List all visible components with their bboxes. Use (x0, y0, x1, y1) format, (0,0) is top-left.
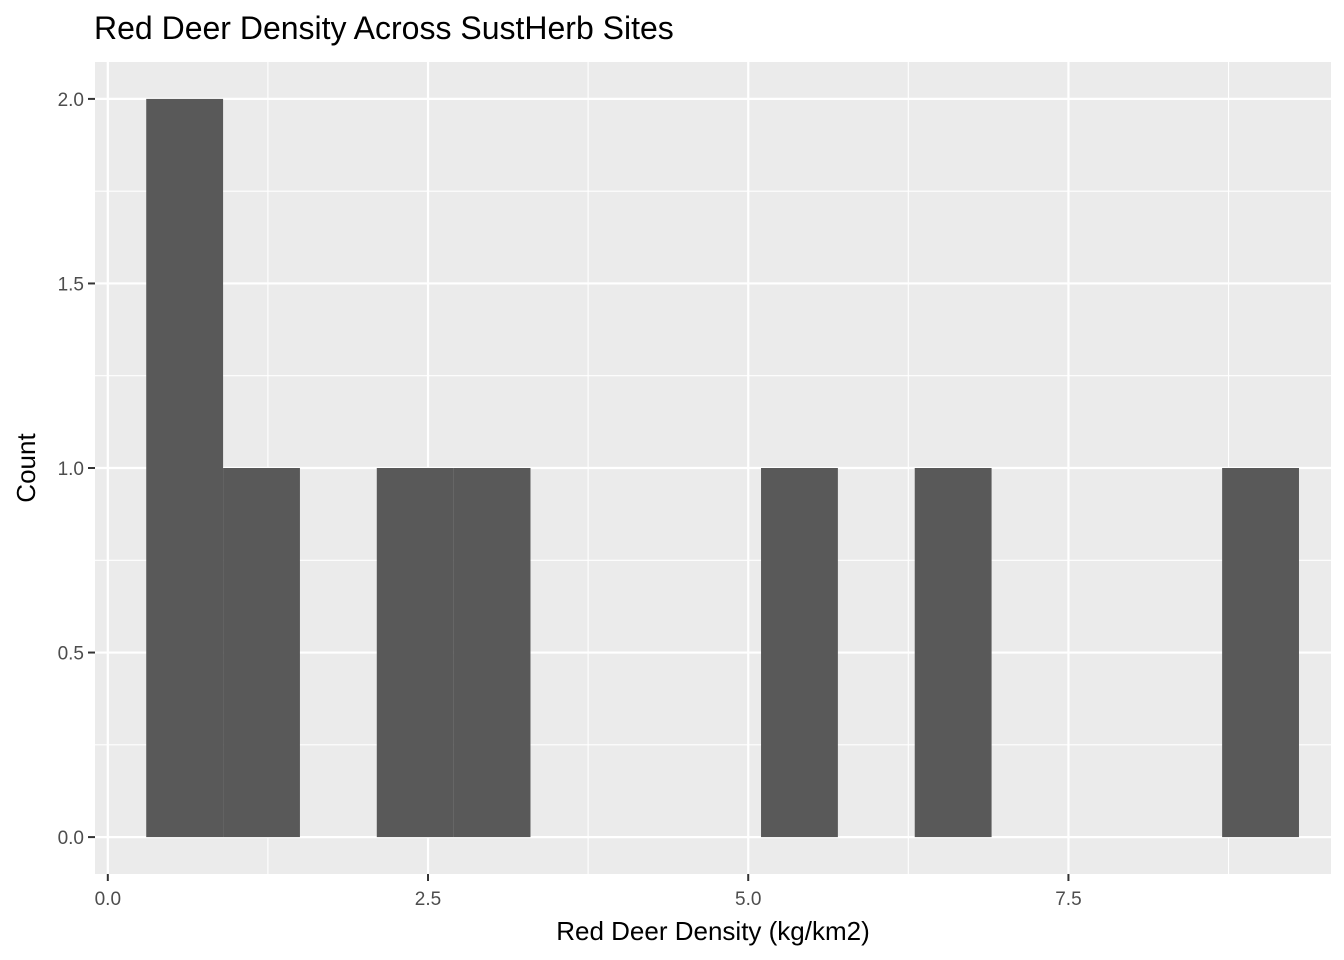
x-axis-title: Red Deer Density (kg/km2) (556, 916, 870, 946)
y-tick-label: 1.0 (58, 459, 84, 480)
chart-title: Red Deer Density Across SustHerb Sites (94, 10, 674, 46)
histogram-bar (761, 468, 838, 838)
x-tick-label: 0.0 (95, 889, 121, 910)
histogram-bar (1222, 468, 1299, 838)
x-tick-label: 2.5 (415, 889, 441, 910)
histogram-bar (223, 468, 300, 838)
histogram-bars (146, 98, 1299, 838)
y-tick-label: 0.5 (58, 644, 84, 665)
y-tick-label: 0.0 (58, 828, 84, 849)
x-tick-label: 5.0 (735, 889, 761, 910)
x-tick-label: 7.5 (1055, 889, 1081, 910)
y-axis-title: Count (11, 433, 41, 503)
y-tick-label: 2.0 (58, 90, 84, 111)
y-axis: 0.0 0.5 1.0 1.5 2.0 (58, 90, 95, 849)
y-tick-label: 1.5 (58, 274, 84, 295)
histogram-bar (453, 468, 531, 838)
histogram-bar (146, 98, 224, 838)
x-axis: 0.0 2.5 5.0 7.5 (95, 874, 1082, 910)
histogram-bar (376, 468, 454, 838)
histogram-bar (914, 468, 992, 838)
